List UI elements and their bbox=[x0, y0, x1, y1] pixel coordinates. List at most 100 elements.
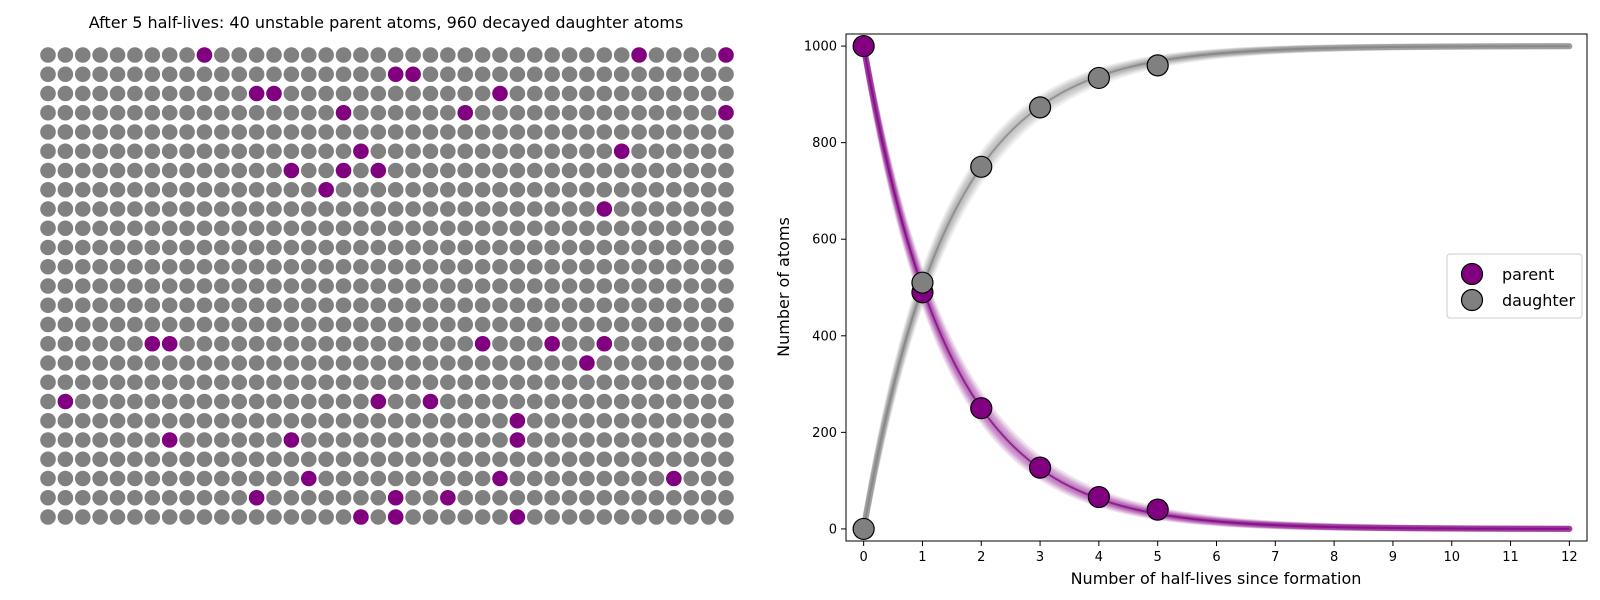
daughter-atom bbox=[283, 489, 300, 506]
daughter-atom bbox=[509, 374, 526, 391]
daughter-atom bbox=[718, 489, 734, 506]
daughter-atom bbox=[196, 143, 213, 160]
daughter-atom bbox=[40, 201, 56, 217]
daughter-atom bbox=[74, 297, 91, 314]
daughter-atom bbox=[335, 181, 352, 198]
daughter-atom bbox=[196, 181, 213, 198]
daughter-atom bbox=[440, 316, 456, 333]
daughter-atom bbox=[596, 393, 613, 410]
daughter-atom bbox=[631, 104, 647, 121]
daughter-atom bbox=[74, 85, 91, 102]
daughter-atom bbox=[474, 143, 491, 160]
daughter-atom bbox=[561, 412, 578, 429]
daughter-atom bbox=[92, 239, 108, 256]
daughter-atom bbox=[700, 451, 717, 468]
daughter-atom bbox=[683, 162, 700, 179]
daughter-atom bbox=[579, 104, 595, 121]
daughter-atom bbox=[613, 181, 630, 198]
daughter-atom bbox=[648, 412, 665, 429]
daughter-atom bbox=[335, 85, 352, 102]
parent-atom bbox=[161, 432, 178, 448]
daughter-atom bbox=[127, 181, 143, 198]
daughter-atom bbox=[666, 66, 682, 83]
daughter-atom bbox=[683, 374, 700, 391]
daughter-atom bbox=[509, 489, 526, 506]
y-tick-label: 1000 bbox=[804, 40, 837, 55]
daughter-atom bbox=[161, 66, 178, 83]
daughter-atom bbox=[283, 316, 300, 333]
daughter-atom bbox=[509, 201, 526, 217]
daughter-atom bbox=[214, 181, 230, 198]
daughter-atom bbox=[683, 489, 700, 506]
daughter-atom bbox=[127, 85, 143, 102]
daughter-atom bbox=[266, 162, 282, 179]
daughter-atom bbox=[509, 181, 526, 198]
daughter-atom bbox=[613, 85, 630, 102]
daughter-atom bbox=[196, 124, 213, 140]
daughter-atom bbox=[387, 278, 404, 294]
daughter-atom bbox=[387, 47, 404, 63]
daughter-atom bbox=[561, 316, 578, 333]
daughter-atom bbox=[683, 239, 700, 256]
daughter-atom bbox=[596, 297, 613, 314]
daughter-atom bbox=[405, 470, 421, 487]
daughter-atom bbox=[613, 470, 630, 487]
daughter-atom bbox=[613, 297, 630, 314]
daughter-atom bbox=[57, 124, 74, 140]
daughter-atom bbox=[370, 239, 387, 256]
daughter-atom bbox=[335, 143, 352, 160]
daughter-atom bbox=[544, 162, 560, 179]
daughter-atom bbox=[214, 451, 230, 468]
daughter-atom bbox=[405, 124, 421, 140]
daughter-atom bbox=[631, 432, 647, 448]
daughter-atom bbox=[683, 451, 700, 468]
daughter-atom bbox=[613, 393, 630, 410]
daughter-atom bbox=[266, 432, 282, 448]
daughter-atom bbox=[57, 85, 74, 102]
daughter-atom bbox=[214, 47, 230, 63]
daughter-atom bbox=[561, 374, 578, 391]
daughter-atom bbox=[579, 201, 595, 217]
daughter-atom bbox=[144, 181, 161, 198]
daughter-atom bbox=[474, 181, 491, 198]
x-tick-label: 9 bbox=[1389, 550, 1397, 565]
daughter-atom bbox=[370, 124, 387, 140]
daughter-atom bbox=[613, 162, 630, 179]
parent-atom bbox=[509, 432, 526, 448]
daughter-atom bbox=[318, 85, 334, 102]
daughter-atom bbox=[561, 451, 578, 468]
daughter-atom bbox=[596, 124, 613, 140]
daughter-atom bbox=[40, 85, 56, 102]
daughter-atom bbox=[596, 432, 613, 448]
x-axis-label: Number of half-lives since formation bbox=[1071, 569, 1362, 588]
daughter-atom bbox=[683, 278, 700, 294]
daughter-atom bbox=[92, 297, 108, 314]
daughter-atom bbox=[335, 374, 352, 391]
daughter-atom bbox=[109, 278, 126, 294]
daughter-atom bbox=[492, 162, 508, 179]
daughter-atom bbox=[179, 489, 195, 506]
daughter-atom bbox=[440, 374, 456, 391]
daughter-atom bbox=[544, 393, 560, 410]
daughter-atom bbox=[422, 258, 439, 275]
daughter-atom bbox=[92, 201, 108, 217]
daughter-atom bbox=[353, 181, 369, 198]
daughter-atom bbox=[109, 181, 126, 198]
daughter-atom bbox=[161, 489, 178, 506]
daughter-atom bbox=[631, 181, 647, 198]
daughter-atom bbox=[109, 124, 126, 140]
daughter-atom bbox=[631, 66, 647, 83]
daughter-atom bbox=[544, 258, 560, 275]
daughter-atom bbox=[353, 412, 369, 429]
daughter-atom bbox=[526, 47, 543, 63]
daughter-atom bbox=[335, 220, 352, 237]
daughter-atom bbox=[179, 220, 195, 237]
daughter-atom bbox=[631, 335, 647, 352]
daughter-atom bbox=[370, 47, 387, 63]
parent-atom bbox=[509, 412, 526, 429]
daughter-atom bbox=[648, 335, 665, 352]
daughter-atom bbox=[248, 104, 265, 121]
daughter-atom bbox=[300, 201, 317, 217]
daughter-atom bbox=[231, 66, 248, 83]
daughter-atom bbox=[700, 162, 717, 179]
